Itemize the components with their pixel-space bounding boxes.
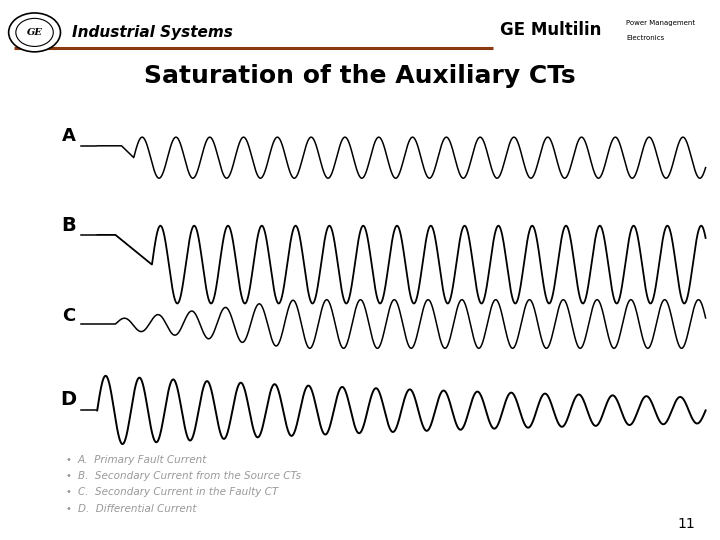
Text: Power Management: Power Management	[626, 20, 696, 26]
Text: D.  Differential Current: D. Differential Current	[78, 504, 197, 514]
Text: B.  Secondary Current from the Source CTs: B. Secondary Current from the Source CTs	[78, 471, 301, 481]
Text: •: •	[66, 488, 71, 497]
Text: D: D	[60, 390, 76, 409]
Text: •: •	[66, 504, 71, 514]
Text: A.  Primary Fault Current: A. Primary Fault Current	[78, 455, 207, 465]
Text: C.  Secondary Current in the Faulty CT: C. Secondary Current in the Faulty CT	[78, 488, 278, 497]
Circle shape	[9, 13, 60, 52]
Text: Industrial Systems: Industrial Systems	[72, 25, 233, 40]
Text: •: •	[66, 455, 71, 465]
Text: A: A	[61, 127, 76, 145]
Circle shape	[16, 18, 53, 46]
Text: GE: GE	[27, 28, 42, 37]
Text: Saturation of the Auxiliary CTs: Saturation of the Auxiliary CTs	[144, 64, 576, 87]
Text: B: B	[61, 215, 76, 235]
Text: GE Multilin: GE Multilin	[500, 21, 602, 39]
Text: C: C	[62, 307, 75, 325]
Text: 11: 11	[677, 517, 695, 531]
Text: •: •	[66, 471, 71, 481]
Text: Electronics: Electronics	[626, 35, 665, 40]
